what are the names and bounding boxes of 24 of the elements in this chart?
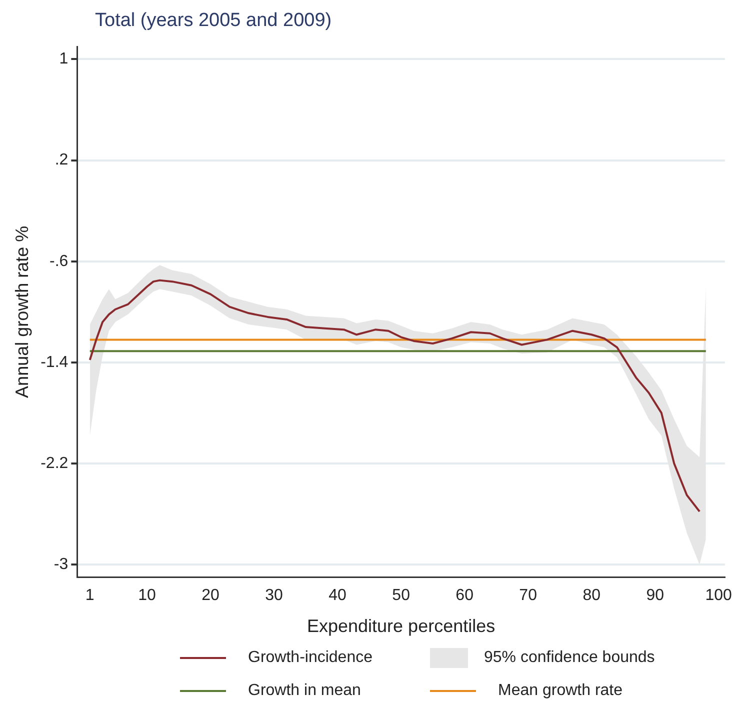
- x-tick-label: 30: [265, 587, 284, 604]
- y-axis-title: Annual growth rate %: [12, 226, 32, 398]
- legend-label: Growth in mean: [248, 682, 361, 700]
- y-tick-label: -1.4: [40, 354, 68, 371]
- x-tick-label: 80: [582, 587, 601, 604]
- y-tick-label: -.6: [50, 252, 68, 270]
- text: 95% confidence bounds: [484, 649, 655, 667]
- y-tick-label: -3: [54, 556, 68, 573]
- x-tick-label: 90: [646, 587, 664, 604]
- legend-label: Mean growth rate: [498, 682, 623, 700]
- x-tick-label: 40: [328, 587, 347, 604]
- chart-title: Total (years 2005 and 2009): [94, 9, 333, 33]
- x-tick-label: 60: [456, 587, 474, 604]
- legend-label: Growth-incidence: [248, 649, 372, 667]
- y-tick-label: 1: [59, 50, 68, 68]
- x-tick-label: 10: [138, 587, 156, 604]
- y-tick-label: -2.2: [40, 454, 68, 472]
- x-tick-label: 70: [519, 587, 538, 604]
- x-tick-label: 100: [705, 587, 732, 604]
- y-tick-label: .2: [54, 152, 68, 169]
- x-axis-title: Expenditure percentiles: [306, 616, 496, 636]
- x-tick-label: 1: [85, 587, 94, 604]
- x-tick-label: 20: [202, 587, 220, 604]
- x-tick-label: 50: [392, 587, 410, 604]
